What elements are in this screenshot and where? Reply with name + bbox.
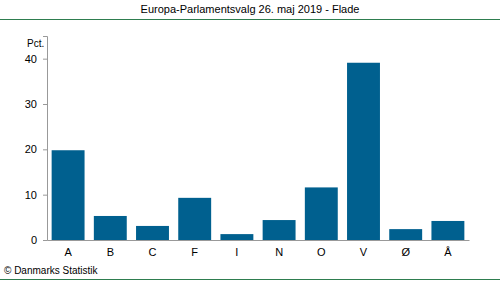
- bars: [52, 63, 465, 240]
- x-axis-line: [48, 240, 470, 241]
- y-tick: 20: [25, 143, 47, 155]
- bar: [431, 221, 464, 240]
- x-axis: ABCFINOVØÅ: [48, 240, 470, 258]
- x-tick: A: [64, 240, 72, 258]
- x-tick: V: [360, 240, 368, 258]
- y-tick-label: 0: [31, 234, 37, 246]
- bar: [389, 229, 422, 240]
- x-tick: B: [107, 240, 114, 258]
- chart: Europa-Parlamentsvalg 26. maj 2019 - Fla…: [0, 0, 500, 282]
- bar: [52, 150, 85, 240]
- x-tick-label: N: [275, 246, 283, 258]
- y-tick-mark: [43, 240, 47, 241]
- x-tick: I: [235, 240, 238, 258]
- y-tick-mark: [43, 104, 47, 105]
- bar: [136, 226, 169, 240]
- bar: [263, 220, 296, 240]
- bar: [347, 63, 380, 240]
- y-tick-label: 20: [25, 143, 37, 155]
- y-tick: 40: [25, 53, 47, 65]
- y-tick: 10: [25, 189, 47, 201]
- y-tick: 30: [25, 98, 47, 110]
- bar: [305, 187, 338, 240]
- x-tick-label: F: [191, 246, 198, 258]
- y-tick: 0: [31, 234, 47, 246]
- x-tick-label: V: [360, 246, 368, 258]
- x-tick: O: [317, 240, 326, 258]
- x-tick-label: I: [235, 246, 238, 258]
- y-tick-mark: [43, 195, 47, 196]
- y-axis: 0 10 20 30 40: [25, 37, 48, 247]
- y-tick-mark: [43, 149, 47, 150]
- bar: [178, 198, 211, 240]
- x-tick: F: [191, 240, 198, 258]
- x-tick-label: C: [149, 246, 157, 258]
- x-tick-label: B: [107, 246, 114, 258]
- footer-rule: [0, 279, 500, 280]
- x-tick-label: O: [317, 246, 326, 258]
- bar: [220, 234, 253, 240]
- y-tick-label: 10: [25, 189, 37, 201]
- x-tick: Å: [444, 240, 452, 258]
- y-tick-label: 30: [25, 98, 37, 110]
- source-note: © Danmarks Statistik: [4, 265, 99, 276]
- header-rule: [0, 19, 500, 20]
- x-tick-label: Ø: [401, 246, 410, 258]
- x-tick: C: [149, 240, 157, 258]
- x-tick-label: A: [64, 246, 72, 258]
- x-tick: N: [275, 240, 283, 258]
- x-tick: Ø: [401, 240, 410, 258]
- title: Europa-Parlamentsvalg 26. maj 2019 - Fla…: [141, 3, 360, 15]
- bar: [94, 216, 127, 240]
- y-tick-mark: [43, 59, 47, 60]
- x-tick-label: Å: [444, 246, 452, 258]
- y-axis-label: Pct.: [27, 38, 44, 49]
- y-tick-label: 40: [25, 53, 37, 65]
- y-axis-line: [43, 37, 48, 241]
